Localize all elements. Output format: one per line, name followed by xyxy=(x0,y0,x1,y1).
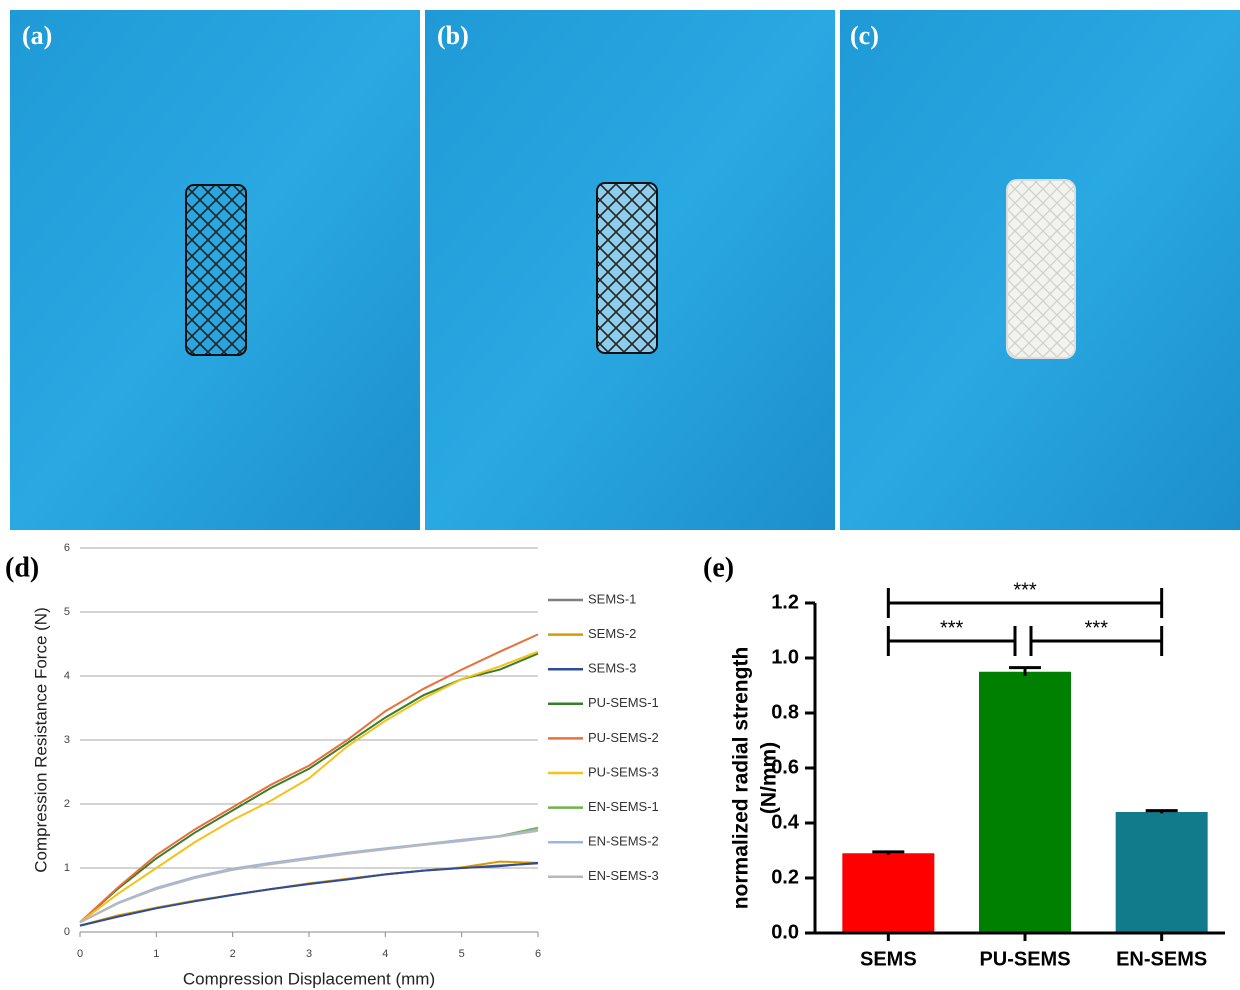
photo-b: (b) xyxy=(425,10,835,530)
y-tick-label: 0.2 xyxy=(771,866,799,888)
legend-label: SEMS-1 xyxy=(588,591,636,606)
legend-label: SEMS-2 xyxy=(588,626,636,641)
chart-label: (d) xyxy=(5,552,39,583)
y-tick-label: 0.8 xyxy=(771,701,799,723)
x-tick-label: 6 xyxy=(535,948,541,960)
x-tick-label: 3 xyxy=(306,948,312,960)
y-tick-label: 3 xyxy=(64,734,70,746)
x-tick-label: SEMS xyxy=(860,948,917,970)
bar xyxy=(1116,812,1208,933)
y-tick-label: 0.0 xyxy=(771,921,799,943)
line-series xyxy=(80,828,538,923)
photo-c: (c) xyxy=(840,10,1240,530)
y-tick-label: 1.2 xyxy=(771,591,799,613)
legend-label: EN-SEMS-2 xyxy=(588,834,659,849)
y-tick-label: 1.0 xyxy=(771,646,799,668)
y-tick-label: 6 xyxy=(64,542,70,554)
photo-a: (a) xyxy=(10,10,420,530)
significance-label: *** xyxy=(1013,579,1037,601)
legend-label: PU-SEMS-3 xyxy=(588,764,659,779)
bar xyxy=(979,672,1071,933)
y-axis-label: (N/mm) xyxy=(758,742,781,814)
line-series xyxy=(80,862,538,926)
y-tick-label: 5 xyxy=(64,606,70,618)
legend-label: PU-SEMS-2 xyxy=(588,730,659,745)
y-axis-label: Compression Resistance Force (N) xyxy=(31,607,50,872)
legend-label: SEMS-3 xyxy=(588,661,636,676)
figure: (a) (b) (c) (d) 0 1 2 3 4 5 6 0 1 2 3 4 5 6 Compression… xyxy=(0,0,1240,990)
legend-label: EN-SEMS-1 xyxy=(588,799,659,814)
panel-label: (b) xyxy=(437,21,469,50)
line-series xyxy=(80,652,538,923)
panel-label: (a) xyxy=(22,21,52,50)
legend-label: PU-SEMS-1 xyxy=(588,695,659,710)
significance-label: *** xyxy=(940,617,964,639)
chart-label: (e) xyxy=(703,552,734,583)
x-tick-label: 5 xyxy=(459,948,465,960)
panel-label: (c) xyxy=(850,21,879,50)
x-tick-label: PU-SEMS xyxy=(979,948,1070,970)
x-axis-label: Compression Displacement (mm) xyxy=(183,969,435,988)
y-tick-label: 0 xyxy=(64,926,70,938)
x-tick-label: 0 xyxy=(77,948,83,960)
bar xyxy=(842,853,934,933)
y-tick-label: 4 xyxy=(64,670,70,682)
y-axis-label: normalized radial strength xyxy=(730,647,753,910)
x-tick-label: 4 xyxy=(382,948,388,960)
x-tick-label: EN-SEMS xyxy=(1116,948,1207,970)
y-tick-label: 2 xyxy=(64,798,70,810)
line-series xyxy=(80,654,538,923)
x-tick-label: 2 xyxy=(230,948,236,960)
legend-label: EN-SEMS-3 xyxy=(588,868,659,883)
x-tick-label: 1 xyxy=(153,948,159,960)
y-tick-label: 1 xyxy=(64,862,70,874)
significance-label: *** xyxy=(1085,617,1109,639)
